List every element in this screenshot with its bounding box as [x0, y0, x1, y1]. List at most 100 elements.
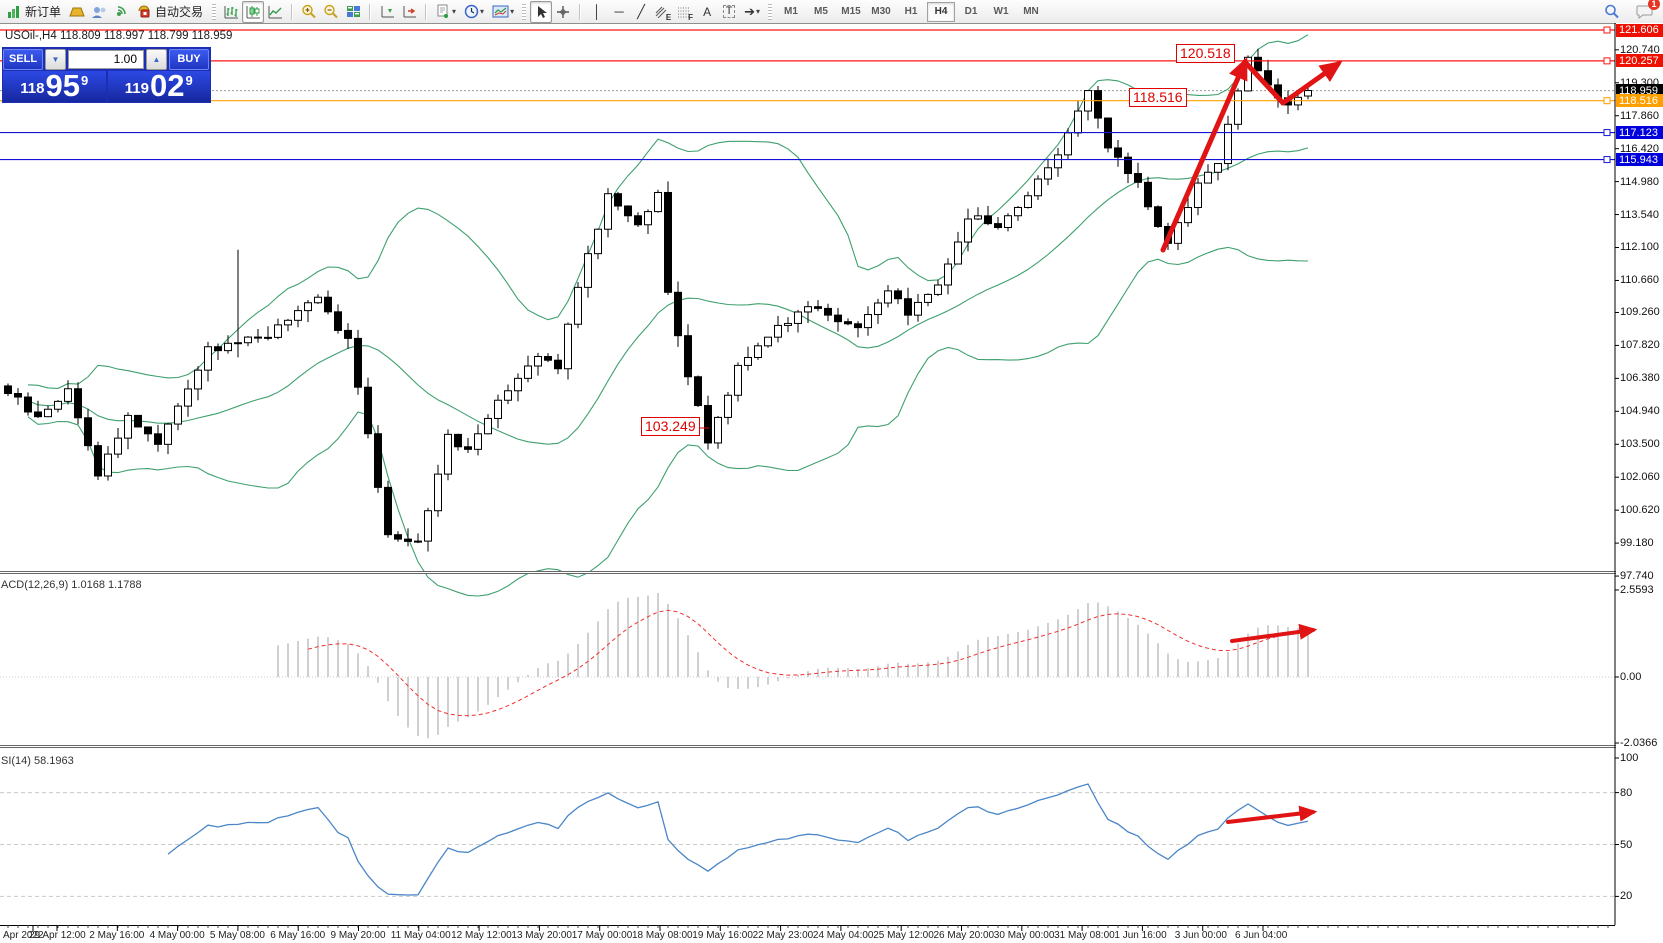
- periods-clock-icon: [464, 4, 479, 19]
- price-axis-label: 100.620: [1620, 504, 1660, 517]
- date-label: 6 May 16:00: [270, 930, 326, 941]
- date-label: 3 Jun 00:00: [1174, 930, 1227, 941]
- date-label: 9 May 20:00: [330, 930, 386, 941]
- sell-price-pip: 9: [80, 73, 89, 88]
- text-label-tool[interactable]: T: [718, 1, 740, 23]
- zoom-out-button[interactable]: [320, 1, 342, 23]
- arrows-caret[interactable]: ▾: [755, 7, 760, 16]
- periods-caret[interactable]: ▾: [480, 7, 485, 16]
- timeframe-M15[interactable]: M15: [841, 6, 861, 17]
- horizontal-line-tool[interactable]: ─: [608, 1, 630, 23]
- templates-icon: [492, 5, 509, 18]
- date-label: 13 May 20:00: [511, 930, 572, 941]
- candlestick-chart-icon: [246, 5, 260, 18]
- trendline-tool[interactable]: ╱: [630, 1, 652, 23]
- text-label-icon: T: [722, 5, 736, 18]
- shift-chart-button[interactable]: [376, 1, 398, 23]
- bar-chart-button[interactable]: [220, 1, 242, 23]
- auto-scroll-icon: [403, 5, 416, 17]
- templates-caret[interactable]: ▾: [510, 7, 515, 16]
- timeframe-H4[interactable]: H4: [927, 1, 955, 22]
- arrows-tool[interactable]: ➔ ▾: [740, 1, 764, 23]
- price-annotation-resistance: 120.518: [1176, 44, 1235, 63]
- crosshair-tool-button[interactable]: [552, 1, 574, 23]
- chat-button[interactable]: 1: [1633, 0, 1660, 23]
- tile-windows-button[interactable]: [342, 1, 364, 23]
- main-toolbar: 新订单 自动交易: [0, 0, 1663, 24]
- rsi-axis-label: 20: [1620, 890, 1633, 903]
- new-order-button[interactable]: 新订单: [2, 1, 66, 23]
- price-axis-label: 107.820: [1620, 339, 1660, 352]
- timeframe-D1[interactable]: D1: [964, 6, 978, 17]
- add-indicator-caret[interactable]: ▾: [452, 7, 457, 16]
- price-axis-label: 120.740: [1620, 43, 1660, 56]
- buy-price-main: 02: [149, 68, 185, 103]
- price-axis-badge: 117.123: [1616, 126, 1663, 140]
- signal-icon: [116, 5, 126, 16]
- arrows-tool-icon: ➔: [744, 4, 755, 19]
- add-indicator-icon: [437, 4, 449, 18]
- cursor-tool-button[interactable]: [530, 0, 553, 23]
- timeframe-M30[interactable]: M30: [871, 6, 891, 17]
- date-label: 30 May 00:00: [993, 930, 1055, 941]
- channel-tool[interactable]: E: [652, 1, 674, 23]
- rsi-axis-label: 50: [1620, 838, 1633, 851]
- price-axis-label: 116.420: [1620, 142, 1659, 155]
- rsi-axis-label: 80: [1620, 786, 1633, 799]
- zoom-in-button[interactable]: [298, 1, 320, 23]
- autotrading-icon: [138, 5, 150, 18]
- channel-letter: E: [665, 12, 672, 22]
- price-axis-label: 113.540: [1620, 208, 1659, 221]
- buy-price-pip: 9: [185, 73, 193, 88]
- price-axis-label: 103.500: [1620, 438, 1660, 451]
- price-axis-badge: 118.516: [1616, 94, 1663, 108]
- fibonacci-tool[interactable]: F: [674, 1, 696, 23]
- timeframe-M1[interactable]: M1: [784, 6, 798, 17]
- signal-button[interactable]: [110, 1, 132, 23]
- timeframe-M5[interactable]: M5: [814, 6, 828, 17]
- buy-price-base: 119: [124, 80, 149, 97]
- text-tool[interactable]: A: [696, 1, 718, 23]
- new-order-icon: [8, 5, 19, 18]
- search-button[interactable]: [1601, 1, 1623, 23]
- vline-icon: │: [593, 4, 602, 19]
- periods-button[interactable]: ▾: [460, 1, 488, 23]
- timeframe-MN[interactable]: MN: [1023, 6, 1039, 17]
- toolbar-grip2: [522, 3, 527, 20]
- zoom-out-icon: [324, 4, 338, 19]
- sell-price[interactable]: 118 95 9: [3, 70, 106, 102]
- volume-input[interactable]: [68, 49, 144, 69]
- price-axis-badge: 121.606: [1616, 23, 1663, 37]
- community-button[interactable]: [88, 1, 110, 23]
- auto-scroll-button[interactable]: [398, 1, 420, 23]
- add-indicator-button[interactable]: ▾: [432, 1, 460, 23]
- notification-badge: 1: [1648, 0, 1660, 10]
- bar-chart-icon: [224, 5, 238, 18]
- volume-increase-button[interactable]: ▲: [146, 48, 167, 70]
- ingot-icon: [69, 7, 85, 16]
- zoom-in-icon: [302, 4, 316, 19]
- sell-button[interactable]: SELL: [3, 48, 43, 70]
- community-icon: [92, 6, 106, 18]
- hline-icon: ─: [614, 4, 624, 19]
- templates-button[interactable]: ▾: [488, 1, 518, 23]
- ingot-button[interactable]: [66, 1, 88, 23]
- toolbar-grip: [212, 3, 217, 20]
- candlestick-chart-button[interactable]: [242, 0, 265, 23]
- macd-indicator-label: ACD(12,26,9) 1.0168 1.1788: [1, 579, 142, 591]
- buy-button[interactable]: BUY: [169, 48, 209, 70]
- toolbar-grip3: [768, 3, 772, 20]
- one-click-trade-panel: SELL ▼ ▲ BUY 118 95 9 119 02 9: [2, 47, 211, 103]
- volume-decrease-button[interactable]: ▼: [45, 48, 66, 70]
- autotrading-button[interactable]: 自动交易: [132, 1, 208, 23]
- timeframe-W1[interactable]: W1: [993, 6, 1009, 17]
- timeframe-H1[interactable]: H1: [904, 6, 918, 17]
- vertical-line-tool[interactable]: │: [586, 1, 608, 23]
- date-label: 22 May 23:00: [752, 930, 814, 941]
- text-tool-icon: A: [703, 4, 712, 19]
- line-chart-button[interactable]: [264, 1, 286, 23]
- autotrading-label: 自动交易: [155, 5, 204, 19]
- buy-price[interactable]: 119 02 9: [107, 68, 210, 103]
- price-axis-label: 99.180: [1620, 537, 1654, 550]
- price-axis-label: 109.260: [1620, 306, 1660, 319]
